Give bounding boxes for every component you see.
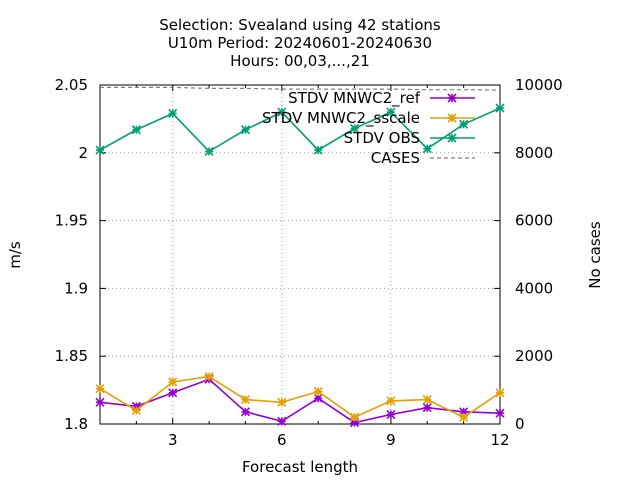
data-point	[386, 107, 396, 117]
data-point	[240, 395, 251, 405]
series-line	[99, 107, 501, 153]
x-tick-label: 12	[490, 431, 509, 449]
y-tick-label: 2.05	[55, 76, 88, 94]
data-point	[495, 103, 505, 113]
data-point	[459, 119, 469, 129]
y-tick-label: 1.8	[64, 415, 88, 433]
data-point	[447, 93, 457, 103]
title-line: Hours: 00,03,...,21	[230, 52, 370, 70]
data-point	[277, 416, 287, 426]
legend-item: STDV MNWC2_ref	[288, 89, 475, 108]
series-cases	[100, 86, 501, 91]
data-point	[459, 412, 469, 422]
legend-label: CASES	[371, 149, 420, 167]
data-point	[95, 397, 105, 407]
series-line	[100, 86, 501, 91]
plot-frame	[99, 84, 501, 425]
data-point	[386, 396, 396, 406]
x-axis-label: Forecast length	[242, 458, 358, 476]
x-tick-label: 9	[386, 431, 396, 449]
grid	[100, 85, 500, 424]
y-tick-label: 1.95	[55, 212, 88, 230]
series-stdv-obs	[95, 103, 505, 157]
data-point	[204, 146, 214, 157]
legend-label: STDV MNWC2_ref	[288, 89, 421, 108]
series-line	[99, 375, 501, 419]
y2-tick-label: 0	[515, 415, 525, 433]
data-point	[240, 125, 251, 135]
data-point	[422, 403, 432, 413]
x-tick-label: 3	[168, 431, 178, 449]
y-tick-label: 1.85	[55, 347, 88, 365]
y-axis-label: m/s	[6, 241, 24, 269]
data-point	[168, 108, 178, 119]
y2-tick-label: 4000	[515, 279, 553, 297]
chart-title: Selection: Svealand using 42 stationsU10…	[159, 16, 441, 70]
legend-item: STDV MNWC2_sscale	[262, 109, 475, 128]
y2-tick-label: 6000	[515, 212, 553, 230]
data-point	[240, 407, 251, 417]
data-point	[277, 397, 287, 407]
data-point	[313, 386, 323, 397]
data-point	[131, 405, 141, 416]
data-point	[277, 107, 287, 117]
data-point	[168, 377, 178, 387]
data-point	[495, 388, 505, 398]
y-tick-label: 1.9	[64, 279, 88, 297]
axis-ticks: 3 6 9 12 1.8 1.85 1.9 1.95 2 2.05 0 2000 4000 6000 800…	[55, 76, 563, 449]
title-line: U10m Period: 20240601-20240630	[168, 34, 432, 52]
data-point	[131, 125, 141, 135]
data-point	[447, 133, 457, 143]
y2-tick-label: 10000	[515, 76, 563, 94]
series-group	[95, 86, 505, 428]
x-tick-label: 6	[277, 431, 287, 449]
data-point	[168, 388, 178, 398]
series-line	[99, 378, 501, 424]
data-point	[386, 409, 396, 420]
data-point	[349, 412, 360, 422]
data-point	[422, 395, 432, 405]
data-point	[313, 145, 323, 155]
title-line: Selection: Svealand using 42 stations	[159, 16, 441, 34]
data-point	[349, 123, 360, 133]
data-point	[95, 145, 105, 155]
y-tick-label: 2	[78, 144, 88, 162]
legend-label: STDV MNWC2_sscale	[262, 109, 420, 128]
y2-axis-label: No cases	[586, 221, 604, 289]
legend-item: CASES	[371, 149, 475, 167]
data-point	[495, 408, 505, 418]
series-stdv-mnwc2-ref	[95, 374, 505, 428]
data-point	[447, 113, 457, 123]
data-point	[204, 371, 214, 382]
data-point	[313, 393, 323, 403]
legend-item: STDV OBS	[344, 129, 475, 147]
series-stdv-mnwc2-sscale	[95, 371, 505, 422]
data-point	[422, 144, 432, 154]
y2-tick-label: 8000	[515, 144, 553, 162]
data-point	[95, 384, 105, 394]
legend-label: STDV OBS	[344, 129, 420, 147]
y2-tick-label: 2000	[515, 347, 553, 365]
